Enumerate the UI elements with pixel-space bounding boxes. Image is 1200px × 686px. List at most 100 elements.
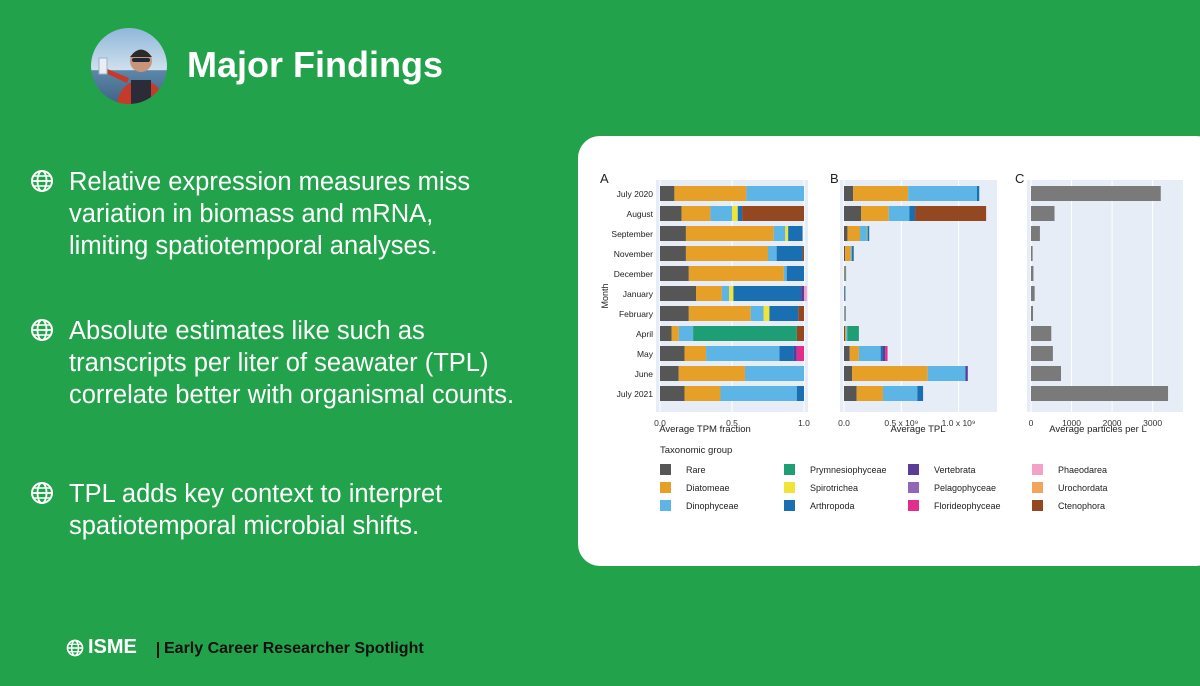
bar-segment bbox=[976, 186, 980, 201]
bar bbox=[1031, 226, 1040, 241]
bar-segment bbox=[844, 386, 857, 401]
y-tick-label: May bbox=[637, 349, 654, 359]
x-tick-label: 0.5 bbox=[726, 418, 738, 428]
legend-swatch bbox=[784, 500, 795, 511]
y-tick-label: June bbox=[635, 369, 654, 379]
bar bbox=[1031, 326, 1052, 341]
y-tick-label: July 2020 bbox=[617, 189, 654, 199]
bar-segment bbox=[746, 186, 804, 201]
bar-segment bbox=[909, 206, 916, 221]
bar-segment bbox=[773, 226, 786, 241]
legend-swatch bbox=[660, 500, 671, 511]
bar bbox=[1031, 246, 1033, 261]
legend-label: Urochordata bbox=[1058, 483, 1108, 493]
x-tick-label: 2000 bbox=[1103, 418, 1122, 428]
globe-icon bbox=[31, 319, 53, 341]
bar-segment bbox=[844, 186, 854, 201]
bar bbox=[1031, 346, 1053, 361]
bar-segment bbox=[678, 326, 694, 341]
bar-segment bbox=[796, 346, 804, 361]
legend-swatch bbox=[784, 464, 795, 475]
bar-segment bbox=[965, 366, 968, 381]
bar-segment bbox=[729, 286, 734, 301]
bar-segment bbox=[860, 226, 867, 241]
bar-segment bbox=[849, 346, 859, 361]
bar-segment bbox=[660, 246, 686, 261]
bar bbox=[1031, 286, 1035, 301]
x-tick-label: 1000 bbox=[1062, 418, 1081, 428]
bar-segment bbox=[688, 306, 751, 321]
bar-segment bbox=[660, 266, 689, 281]
bar-segment bbox=[844, 286, 846, 301]
bar-segment bbox=[769, 306, 799, 321]
legend-swatch bbox=[908, 464, 919, 475]
legend-label: Prymnesiophyceae bbox=[810, 465, 887, 475]
y-tick-label: February bbox=[619, 309, 654, 319]
bar-segment bbox=[744, 366, 804, 381]
legend-label: Spirotrichea bbox=[810, 483, 858, 493]
legend-swatch bbox=[1032, 464, 1043, 475]
bar-segment bbox=[852, 366, 928, 381]
y-tick-label: September bbox=[611, 229, 653, 239]
bar-segment bbox=[660, 226, 686, 241]
bar-segment bbox=[885, 346, 888, 361]
x-tick-label: 1.0 bbox=[798, 418, 810, 428]
bar-segment bbox=[786, 266, 804, 281]
y-tick-label: November bbox=[614, 249, 653, 259]
panel-label-c: C bbox=[1015, 171, 1024, 186]
bar-segment bbox=[779, 346, 794, 361]
avatar bbox=[91, 28, 167, 104]
bar-segment bbox=[660, 386, 685, 401]
bar-segment bbox=[858, 346, 881, 361]
bar-segment bbox=[850, 246, 853, 261]
bar bbox=[1031, 306, 1034, 321]
x-tick-label: 1.0 x 10⁹ bbox=[942, 418, 976, 428]
bar-segment bbox=[917, 386, 924, 401]
bar-segment bbox=[688, 266, 784, 281]
globe-icon bbox=[31, 170, 53, 192]
panel-a-plot: 0.0 0.5 1.0 July 2020 August September Novembe… bbox=[611, 180, 810, 428]
legend-swatch bbox=[660, 482, 671, 493]
x-axis-label-b: Average TPL bbox=[890, 424, 945, 435]
legend-label: Dinophyceae bbox=[686, 501, 739, 511]
bar bbox=[1031, 186, 1161, 201]
footer-tagline: Early Career Researcher Spotlight bbox=[164, 640, 424, 657]
bar-segment bbox=[660, 306, 689, 321]
isme-logo: ISME bbox=[66, 636, 137, 659]
legend: Rare Prymnesiophyceae Vertebrata Phaeodarea… bbox=[660, 464, 1108, 511]
bullet-text: Relative expression measures miss variat… bbox=[69, 168, 471, 260]
bar-segment bbox=[684, 386, 721, 401]
bar-segment bbox=[844, 346, 850, 361]
legend-label: Diatomeae bbox=[686, 483, 730, 493]
bar-segment bbox=[737, 206, 743, 221]
bar-segment bbox=[882, 386, 918, 401]
bar-segment bbox=[685, 246, 768, 261]
bar-segment bbox=[845, 246, 851, 261]
bar-segment bbox=[856, 386, 883, 401]
bar-segment bbox=[882, 346, 886, 361]
bar-segment bbox=[908, 186, 977, 201]
bar-segment bbox=[763, 306, 770, 321]
bar-segment bbox=[927, 366, 966, 381]
legend-label: Florideophyceae bbox=[934, 501, 1001, 511]
bar-segment bbox=[853, 186, 909, 201]
bar-segment bbox=[660, 206, 682, 221]
legend-label: Phaeodarea bbox=[1058, 465, 1107, 475]
bar-segment bbox=[844, 286, 845, 301]
bar-segment bbox=[845, 266, 847, 281]
bar-segment bbox=[866, 226, 868, 241]
bar-segment bbox=[798, 306, 804, 321]
bar-segment bbox=[915, 206, 987, 221]
bar-segment bbox=[844, 206, 862, 221]
bar-segment bbox=[710, 206, 732, 221]
bar-segment bbox=[796, 326, 804, 341]
x-axis-label-c: Average particles per L bbox=[1049, 424, 1147, 435]
bar-segment bbox=[660, 326, 672, 341]
bar-segment bbox=[852, 246, 854, 261]
bar-segment bbox=[684, 346, 707, 361]
x-tick-label: 0 bbox=[1029, 418, 1034, 428]
logo-text: ISME bbox=[88, 636, 137, 658]
panel-label-a: A bbox=[600, 171, 609, 186]
globe-icon bbox=[66, 639, 84, 656]
bar-segment bbox=[845, 306, 846, 321]
